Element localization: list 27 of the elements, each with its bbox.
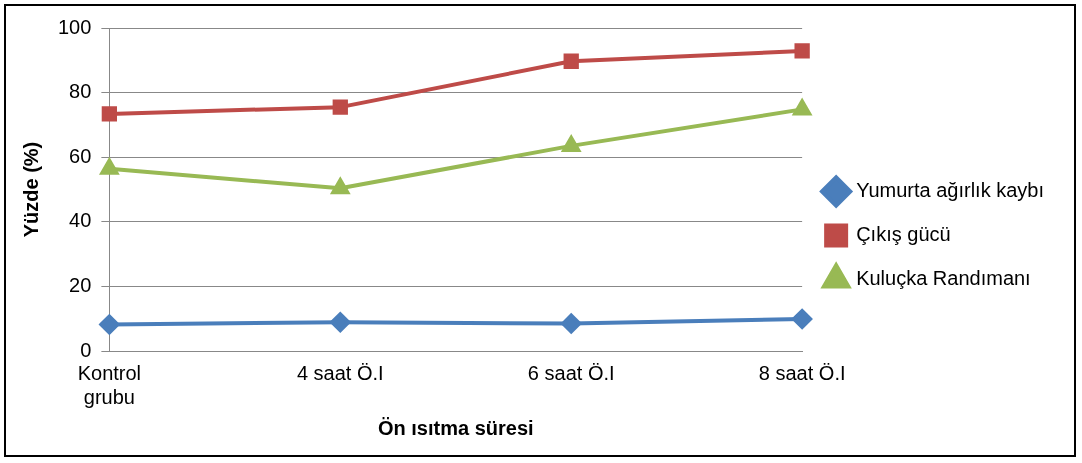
- point: [562, 135, 581, 152]
- point: [332, 99, 348, 115]
- point: [793, 99, 812, 116]
- y-tick-label: 60: [69, 144, 92, 167]
- x-tick-label: Kontrol grubu: [77, 361, 142, 408]
- y-tick-label: 80: [69, 80, 92, 103]
- y-axis-title: Yüzde (%): [19, 141, 42, 238]
- legend-label: Çıkış gücü: [856, 223, 951, 246]
- y-tick-label: 40: [69, 209, 92, 232]
- x-axis-title: Ön ısıtma süresi: [377, 416, 534, 439]
- point: [561, 313, 582, 334]
- point: [563, 53, 579, 69]
- point: [331, 178, 350, 195]
- point: [100, 158, 119, 175]
- x-tick-label: 4 saat Ö.I: [296, 361, 384, 384]
- y-tick-label: 0: [80, 338, 92, 361]
- x-tick-label: 8 saat Ö.I: [758, 361, 846, 384]
- point: [99, 314, 120, 335]
- point: [792, 309, 813, 330]
- y-tick-label: 20: [69, 273, 92, 296]
- legend-label: Kuluçka Randımanı: [856, 267, 1031, 290]
- point: [794, 43, 810, 59]
- x-tick-label: 6 saat Ö.I: [527, 361, 615, 384]
- point: [330, 312, 351, 333]
- legend-label: Yumurta ağırlık kaybı: [856, 179, 1045, 202]
- point: [101, 106, 118, 122]
- y-tick-label: 100: [57, 15, 92, 38]
